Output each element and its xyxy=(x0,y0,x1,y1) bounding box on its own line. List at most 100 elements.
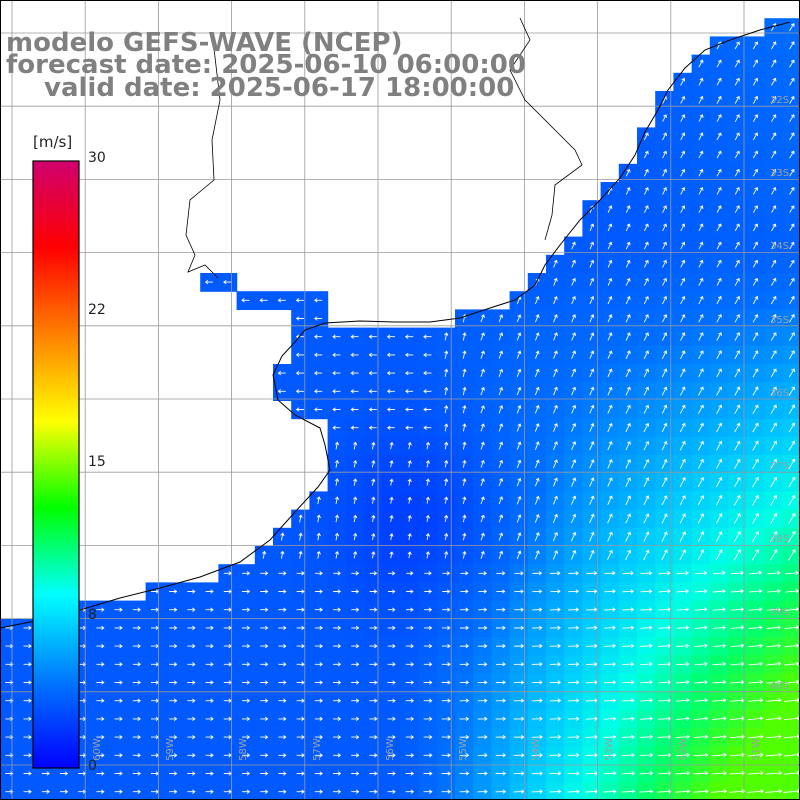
wind-arrow xyxy=(550,607,561,612)
wind-arrow xyxy=(333,607,342,612)
wind-arrow xyxy=(752,476,759,488)
wind-arrow xyxy=(498,314,504,323)
wind-arrow xyxy=(585,680,598,685)
wind-arrow xyxy=(625,404,631,414)
wind-arrow xyxy=(442,571,451,576)
wind-arrow xyxy=(680,96,686,104)
wind-arrow xyxy=(242,589,251,594)
wind-arrow xyxy=(771,41,777,50)
wind-arrow xyxy=(643,332,649,341)
wind-arrow xyxy=(571,314,576,323)
wind-arrow xyxy=(387,734,396,740)
wind-arrow xyxy=(567,662,580,667)
wind-arrow xyxy=(405,425,413,430)
wind-arrow xyxy=(333,734,342,740)
wind-arrow xyxy=(514,607,524,612)
wind-arrow xyxy=(353,514,358,523)
wind-arrow xyxy=(350,370,359,376)
wind-arrow xyxy=(460,589,469,594)
wind-arrow xyxy=(333,662,342,667)
wind-arrow xyxy=(369,625,378,631)
wind-arrow xyxy=(607,404,613,414)
wind-arrow xyxy=(278,607,287,612)
wind-arrow xyxy=(604,643,616,649)
wind-arrow xyxy=(369,698,378,703)
wind-arrow xyxy=(259,298,268,303)
wind-arrow xyxy=(639,716,654,721)
latitude-label: 35S xyxy=(770,314,790,326)
wind-arrow xyxy=(570,513,577,524)
wind-arrow xyxy=(765,752,783,757)
wind-arrow xyxy=(169,643,178,649)
wind-arrow xyxy=(625,223,631,232)
wind-arrow xyxy=(369,753,378,758)
wind-arrow xyxy=(643,549,650,561)
wind-arrow xyxy=(241,298,250,303)
wind-arrow xyxy=(698,314,704,323)
wind-arrow xyxy=(766,607,781,612)
wind-arrow xyxy=(698,223,704,232)
wind-arrow xyxy=(480,441,485,450)
wind-arrow xyxy=(697,458,704,469)
wind-arrow xyxy=(314,643,323,649)
wind-arrow xyxy=(277,298,286,303)
wind-arrow xyxy=(676,680,690,685)
wind-arrow xyxy=(770,458,778,470)
wind-arrow xyxy=(770,512,778,525)
longitude-label: 53W xyxy=(604,738,616,761)
wind-arrow xyxy=(495,716,507,721)
wind-arrow xyxy=(459,625,469,630)
wind-arrow xyxy=(295,407,304,412)
wind-arrow xyxy=(568,625,580,630)
wind-arrow xyxy=(460,571,469,576)
wind-arrow xyxy=(314,662,323,667)
wind-arrow xyxy=(423,698,433,703)
wind-arrow xyxy=(675,789,691,794)
wind-arrow xyxy=(734,295,740,305)
wind-arrow xyxy=(423,680,433,685)
wind-arrow xyxy=(603,716,617,721)
wind-arrow xyxy=(477,643,488,649)
wind-arrow xyxy=(789,295,795,305)
wind-arrow xyxy=(351,607,360,612)
wind-arrow xyxy=(549,734,562,740)
wind-arrow xyxy=(571,404,577,414)
wind-arrow xyxy=(462,514,467,523)
wind-arrow xyxy=(516,441,522,450)
wind-arrow xyxy=(389,441,394,450)
wind-arrow xyxy=(353,478,358,486)
wind-arrow xyxy=(405,734,415,740)
wind-arrow xyxy=(586,571,598,576)
wind-arrow xyxy=(242,753,251,758)
wind-arrow xyxy=(425,478,431,486)
wind-arrow xyxy=(278,789,287,794)
wind-arrow xyxy=(716,314,722,323)
wind-arrow xyxy=(314,753,323,758)
wind-arrow xyxy=(369,607,378,612)
wind-arrow xyxy=(661,513,668,524)
wind-arrow xyxy=(729,734,746,739)
wind-arrow xyxy=(223,680,232,685)
wind-arrow xyxy=(260,643,269,649)
wind-arrow xyxy=(662,150,667,159)
wind-arrow xyxy=(715,495,723,506)
wind-arrow xyxy=(771,114,777,123)
wind-arrow xyxy=(771,205,777,213)
wind-arrow xyxy=(96,680,105,685)
wind-arrow xyxy=(534,314,540,323)
wind-arrow xyxy=(278,571,287,576)
wind-arrow xyxy=(789,314,795,323)
wind-arrow xyxy=(405,680,415,685)
wind-arrow xyxy=(444,368,449,377)
wind-arrow xyxy=(114,643,123,649)
wind-arrow xyxy=(752,132,759,141)
wind-arrow xyxy=(676,607,690,612)
wind-arrow xyxy=(734,476,741,488)
wind-arrow xyxy=(351,662,360,667)
wind-arrow xyxy=(661,477,668,488)
wind-arrow xyxy=(589,259,595,268)
wind-arrow xyxy=(513,680,525,685)
wind-arrow xyxy=(516,514,522,523)
wind-arrow xyxy=(278,716,287,722)
wind-arrow xyxy=(423,753,433,758)
